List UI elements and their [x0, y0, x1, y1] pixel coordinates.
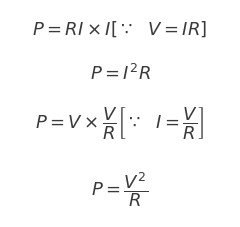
Text: $P = \dfrac{V^2}{R}$: $P = \dfrac{V^2}{R}$ [91, 170, 149, 208]
Text: $P = I^2 R$: $P = I^2 R$ [90, 64, 150, 84]
Text: $P = RI \times I \left[\because\ \ V = IR\right]$: $P = RI \times I \left[\because\ \ V = I… [32, 20, 208, 39]
Text: $P = V \times \dfrac{V}{R} \left[\because\ \ I = \dfrac{V}{R}\right]$: $P = V \times \dfrac{V}{R} \left[\becaus… [36, 104, 204, 140]
